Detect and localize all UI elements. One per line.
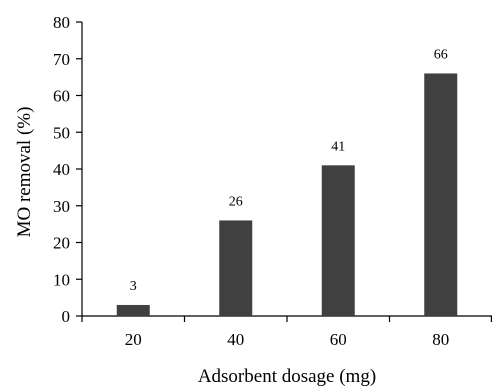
x-tick-label: 40 <box>227 330 244 349</box>
data-label: 41 <box>331 139 345 154</box>
y-tick-label: 60 <box>53 87 70 106</box>
y-tick-label: 20 <box>53 234 70 253</box>
y-tick-label: 0 <box>62 307 71 326</box>
bars-group <box>116 73 458 316</box>
bar-40 <box>219 220 253 316</box>
bar-60 <box>321 165 355 316</box>
x-axis: 20 40 60 80 <box>81 315 492 349</box>
x-tick-label: 60 <box>330 330 347 349</box>
bar-20 <box>116 304 150 316</box>
x-tick-label: 20 <box>125 330 142 349</box>
x-tick-label: 80 <box>432 330 449 349</box>
data-label: 26 <box>229 194 243 209</box>
bar-80 <box>424 73 458 316</box>
y-tick-label: 10 <box>53 270 70 289</box>
data-labels-group: 3 26 41 66 <box>130 47 448 294</box>
y-tick-label: 30 <box>53 197 70 216</box>
x-axis-title: Adsorbent dosage (mg) <box>198 366 376 387</box>
y-tick-label: 50 <box>53 123 70 142</box>
y-tick-label: 80 <box>53 13 70 32</box>
y-axis-title: MO removal (%) <box>14 107 35 238</box>
y-axis: 0 10 20 30 40 50 60 70 80 <box>53 13 83 326</box>
y-tick-label: 70 <box>53 50 70 69</box>
data-label: 3 <box>130 279 137 294</box>
data-label: 66 <box>434 47 448 62</box>
y-tick-label: 40 <box>53 160 70 179</box>
